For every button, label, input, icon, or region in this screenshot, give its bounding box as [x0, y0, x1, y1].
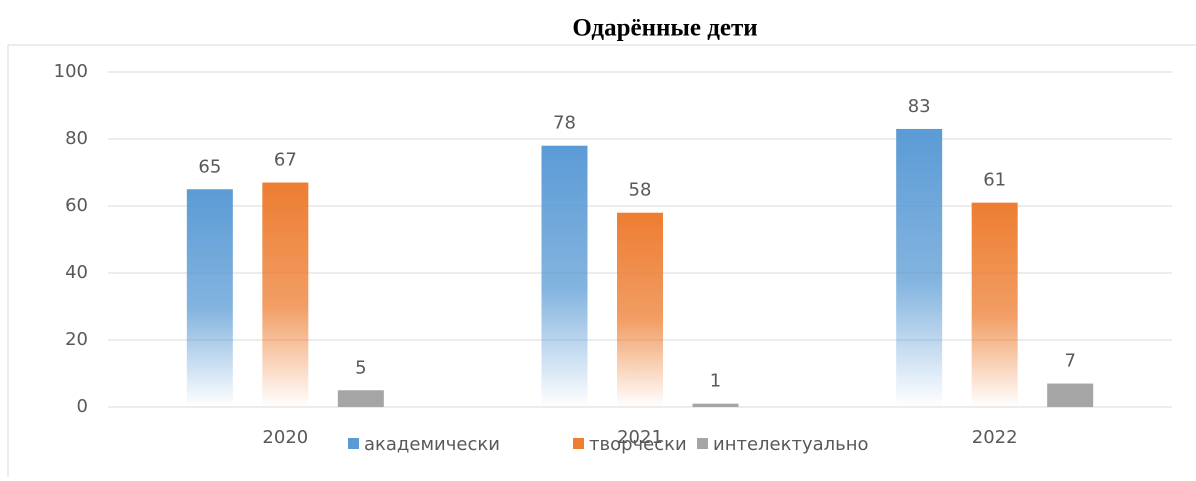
x-tick-label: 2022	[972, 427, 1018, 448]
data-label: 7	[1064, 351, 1075, 372]
bar	[337, 390, 384, 407]
y-tick-label: 60	[65, 195, 88, 216]
bar	[692, 403, 739, 407]
data-label: 1	[710, 371, 721, 392]
y-tick-label: 40	[65, 262, 88, 283]
bar	[896, 128, 943, 407]
data-label: 83	[908, 96, 931, 117]
legend-label: интелектуально	[713, 434, 869, 455]
bar	[971, 202, 1018, 407]
bar	[541, 145, 588, 407]
data-label: 58	[629, 180, 652, 201]
y-tick-label: 100	[54, 61, 88, 82]
bar	[1047, 383, 1094, 407]
data-label: 67	[274, 150, 297, 171]
x-tick-label: 2021	[617, 427, 663, 448]
legend-label: творчески	[589, 434, 687, 455]
chart-title: Одарённые дети	[572, 15, 757, 42]
legend-label: академически	[364, 434, 500, 455]
y-tick-label: 80	[65, 128, 88, 149]
bar	[186, 189, 233, 407]
legend-swatch	[348, 438, 359, 449]
legend-swatch	[697, 438, 708, 449]
x-tick-label: 2020	[262, 427, 308, 448]
data-label: 65	[198, 156, 221, 177]
bar	[617, 212, 663, 407]
data-label: 78	[553, 113, 576, 134]
legend-swatch	[573, 438, 584, 449]
y-tick-label: 0	[77, 396, 88, 417]
bar	[262, 182, 309, 407]
y-tick-label: 20	[65, 329, 88, 350]
data-label: 61	[983, 170, 1006, 191]
data-label: 5	[355, 357, 366, 378]
